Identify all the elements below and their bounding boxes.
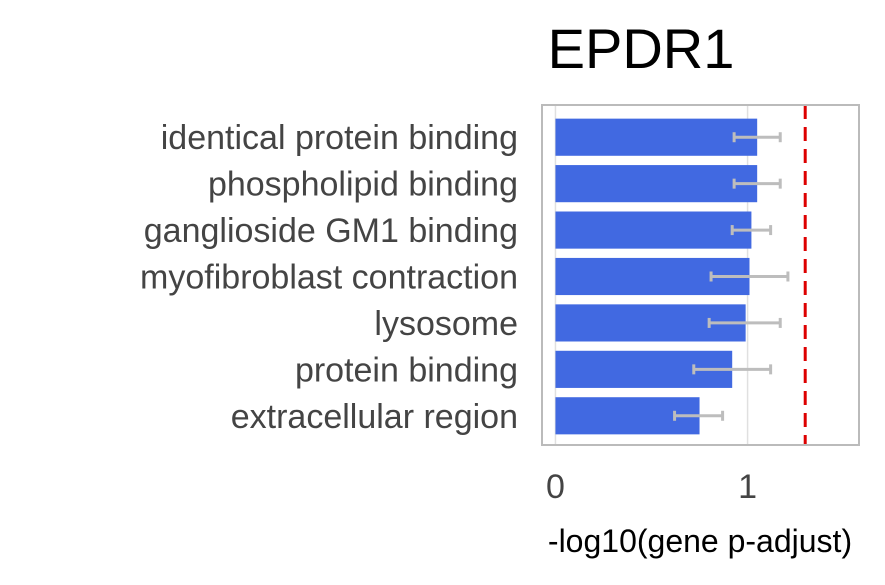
error-bar-5 bbox=[692, 364, 773, 375]
error-bar-3 bbox=[709, 271, 790, 282]
category-labels: identical protein binding phospholipid bi… bbox=[140, 119, 518, 436]
category-label-2: ganglioside GM1 binding bbox=[144, 212, 518, 250]
error-bar-6 bbox=[673, 410, 725, 421]
bar-0 bbox=[555, 118, 758, 156]
plot-frame bbox=[541, 104, 860, 446]
category-label-0: identical protein binding bbox=[161, 119, 518, 157]
chart-title: EPDR1 bbox=[548, 17, 735, 80]
error-bar-0 bbox=[732, 132, 782, 143]
category-label-1: phospholipid binding bbox=[208, 166, 518, 204]
error-bars-layer bbox=[673, 132, 790, 421]
x-tick-label-1: 1 bbox=[738, 468, 757, 506]
error-bar-4 bbox=[707, 317, 782, 328]
category-label-6: extracellular region bbox=[231, 398, 518, 436]
bar-1 bbox=[555, 165, 758, 203]
bar-2 bbox=[555, 211, 752, 249]
error-bar-2 bbox=[730, 225, 773, 236]
category-label-4: lysosome bbox=[374, 305, 518, 343]
x-axis-label: -log10(gene p-adjust) bbox=[548, 523, 852, 559]
error-bar-1 bbox=[732, 178, 782, 189]
x-tick-label-0: 0 bbox=[546, 468, 565, 506]
category-label-5: protein binding bbox=[295, 351, 518, 389]
category-label-3: myofibroblast contraction bbox=[140, 259, 518, 297]
